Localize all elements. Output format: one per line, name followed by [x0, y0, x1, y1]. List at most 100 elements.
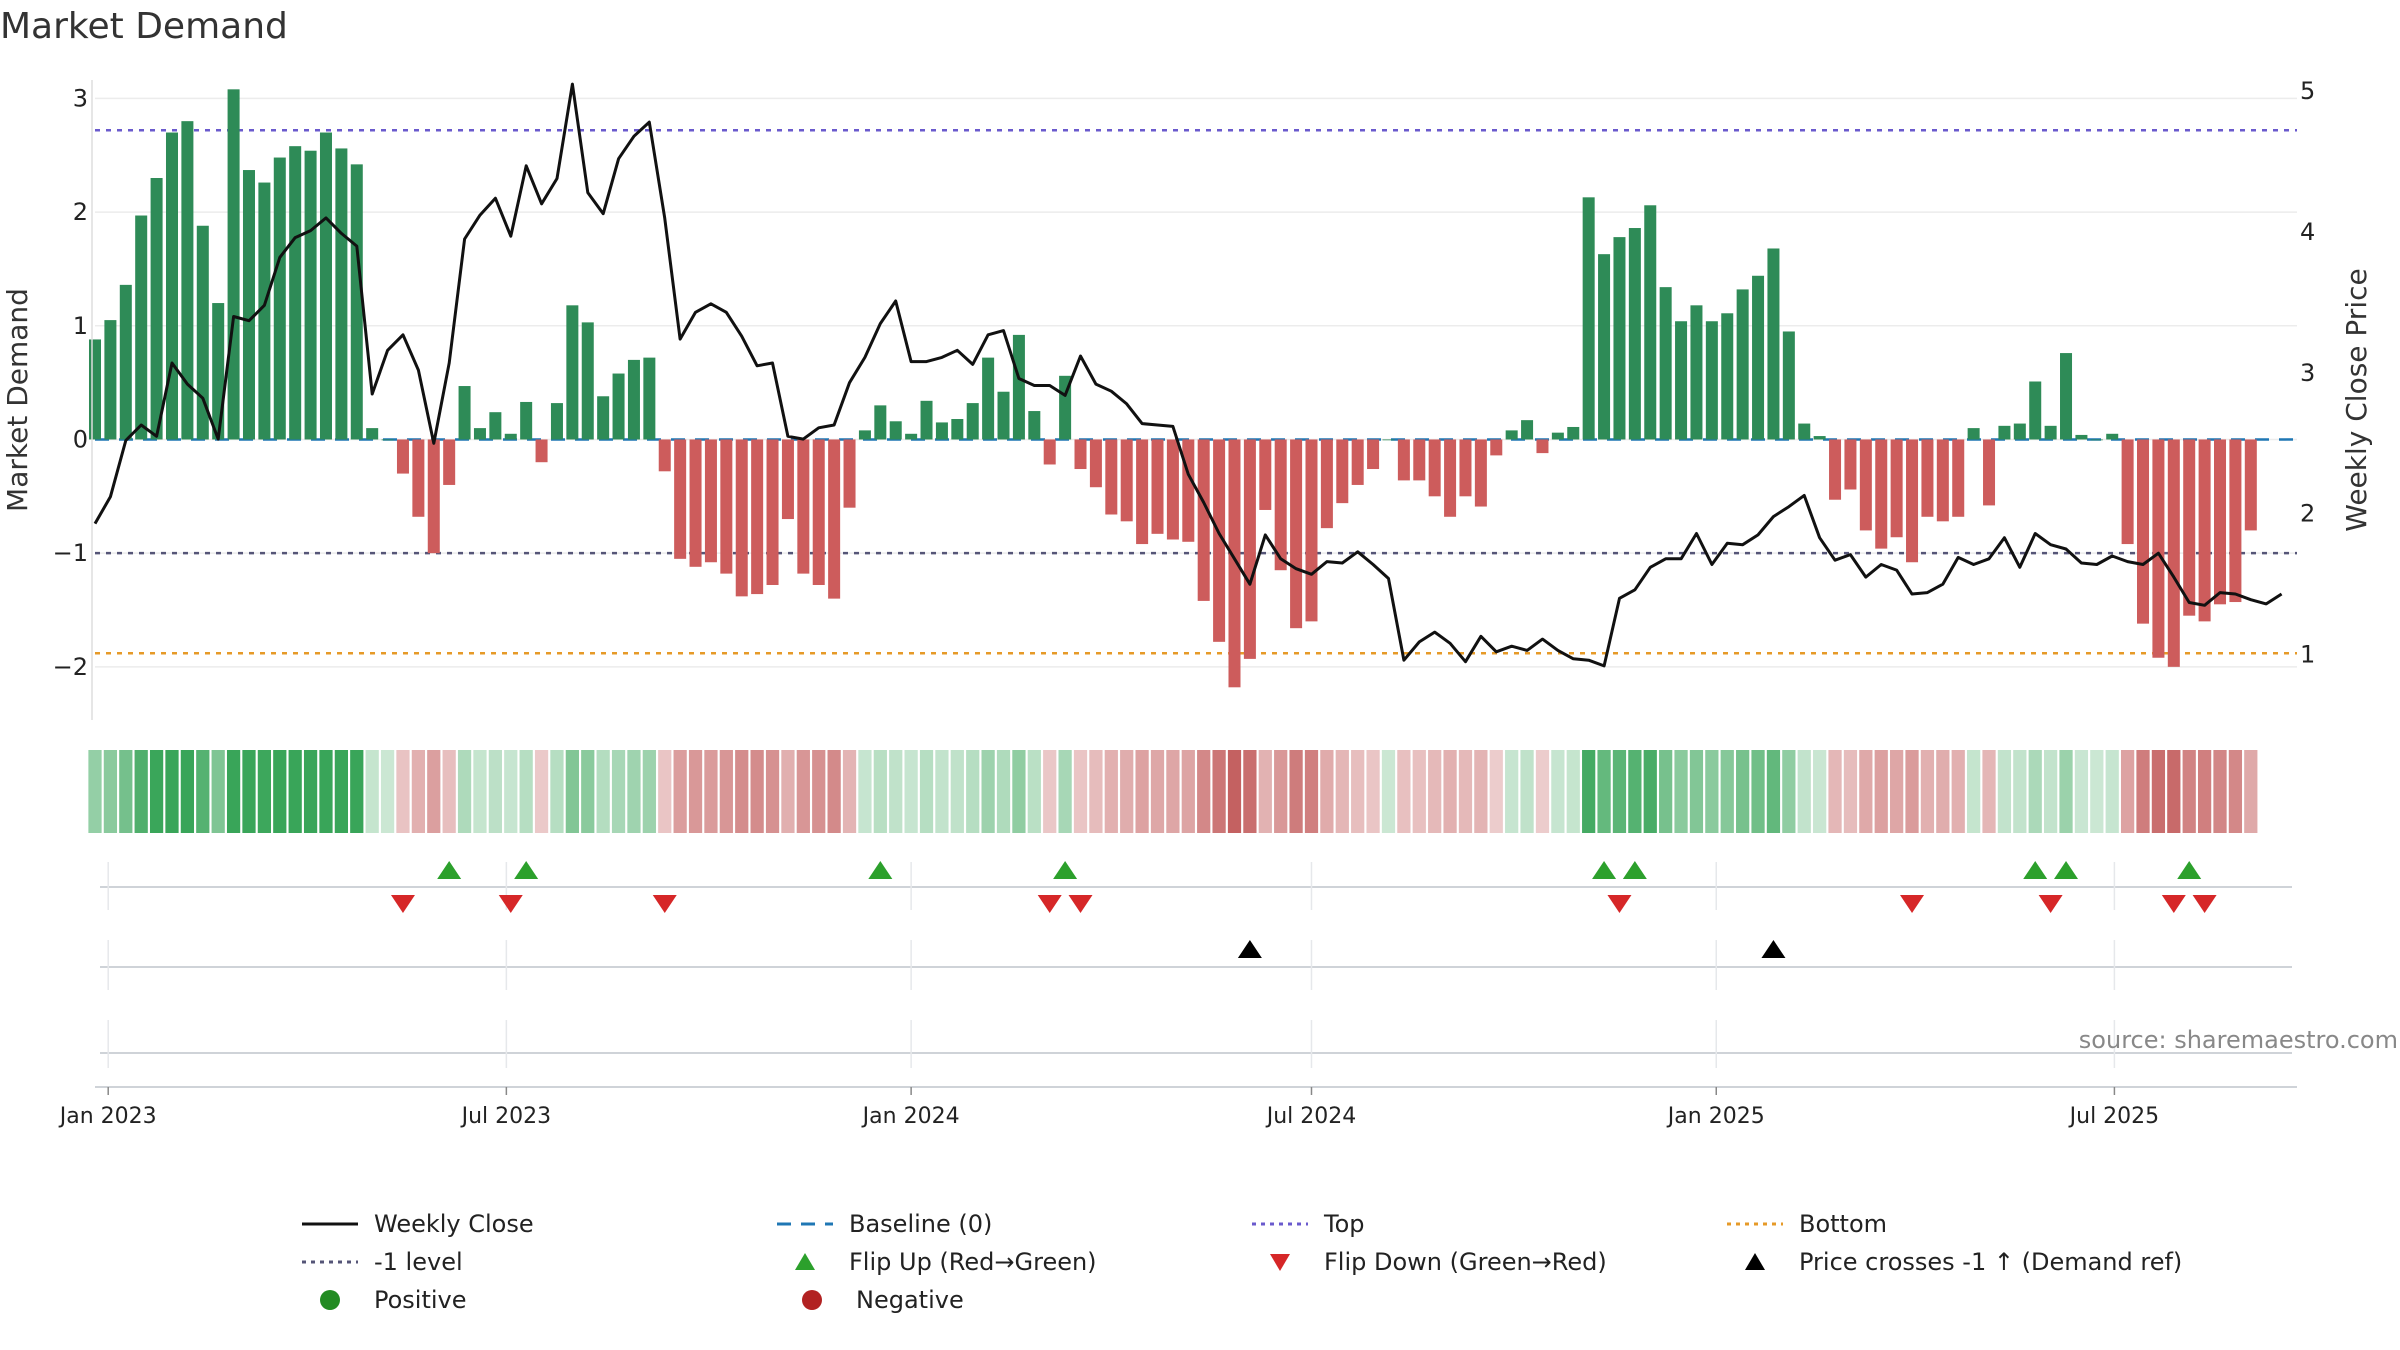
demand-bar — [1798, 423, 1811, 440]
demand-bar — [150, 178, 163, 440]
demand-bar — [1490, 439, 1503, 456]
demand-bar — [674, 439, 687, 559]
demand-bar — [1983, 439, 1996, 506]
heat-cell — [1628, 750, 1642, 833]
flip-down-marker — [2161, 895, 2186, 913]
heat-cell — [1320, 750, 1334, 833]
heat-cell — [1489, 750, 1503, 833]
heat-cell — [1997, 750, 2012, 833]
demand-bar — [1582, 197, 1595, 440]
flip-down-marker — [1037, 895, 1062, 913]
demand-bar — [1859, 439, 1872, 531]
heat-cell — [1120, 750, 1134, 833]
demand-bar — [1197, 439, 1210, 601]
demand-bar — [2106, 433, 2119, 440]
demand-bar — [1459, 439, 1472, 497]
heat-cell — [1058, 750, 1072, 833]
demand-bar — [196, 225, 209, 440]
flip-down-marker — [1900, 895, 1925, 913]
heat-cell — [1982, 750, 1996, 833]
flip-down-marker — [1607, 895, 1632, 913]
demand-bar — [1505, 430, 1518, 440]
heat-cell — [781, 750, 795, 833]
heat-cell — [1150, 750, 1165, 833]
heat-cell — [1135, 750, 1149, 833]
signal-rows — [95, 861, 2297, 1088]
heat-cell — [827, 750, 841, 833]
demand-bar — [1028, 411, 1041, 440]
flip-up-marker — [1053, 861, 1078, 879]
heat-cell — [334, 750, 348, 833]
legend-item-weekly-close: Weekly Close — [300, 1210, 775, 1238]
heat-cell — [1351, 750, 1365, 833]
demand-bar — [520, 401, 533, 440]
heat-cell — [565, 750, 579, 833]
demand-bar — [2214, 439, 2227, 605]
demand-bar — [982, 357, 995, 440]
heat-cell — [1813, 750, 1827, 833]
heat-cell — [1304, 750, 1319, 833]
demand-bar — [812, 439, 825, 585]
heat-cell — [1274, 750, 1288, 833]
y2-tick-label: 5 — [2300, 77, 2315, 105]
y-tick-label: 0 — [73, 425, 88, 453]
demand-bar — [1644, 205, 1657, 440]
demand-bar — [1752, 275, 1765, 440]
demand-bar — [1136, 439, 1149, 545]
demand-bar — [1998, 425, 2011, 440]
legend-item-price-cross: Price crosses -1 ↑ (Demand ref) — [1725, 1248, 2200, 1276]
heat-cell — [596, 750, 610, 833]
heat-cell — [1043, 750, 1057, 833]
heat-cell — [996, 750, 1011, 833]
heat-cell — [380, 750, 395, 833]
price-cross-icon — [1745, 1253, 1765, 1270]
heat-cell — [889, 750, 903, 833]
heat-cell — [1012, 750, 1026, 833]
demand-bar — [1813, 436, 1826, 440]
heat-cell — [842, 750, 857, 833]
heat-cell — [1535, 750, 1550, 833]
demand-bar — [1736, 289, 1749, 440]
heat-cell — [1027, 750, 1041, 833]
flip-down-icon — [1270, 1254, 1290, 1271]
heat-cell — [873, 750, 887, 833]
flip-down-marker — [1068, 895, 1093, 913]
heat-cell — [1751, 750, 1765, 833]
heat-cell — [1073, 750, 1088, 833]
demand-bar — [1305, 439, 1318, 622]
heat-cell — [2151, 750, 2166, 833]
demand-bar — [1690, 305, 1703, 440]
demand-bar — [2075, 434, 2088, 440]
heat-cell — [504, 750, 518, 833]
demand-bar — [905, 433, 918, 440]
demand-bar — [858, 430, 871, 440]
heat-cell — [211, 750, 225, 833]
heat-cell — [1443, 750, 1457, 833]
heat-cell — [88, 750, 102, 833]
y2-tick-label: 2 — [2300, 500, 2315, 528]
demand-bar — [212, 303, 225, 440]
demand-bar — [1967, 428, 1980, 440]
demand-bar — [997, 391, 1010, 440]
source-label: source: sharemaestro.com — [2079, 1026, 2398, 1054]
heat-cell — [2167, 750, 2181, 833]
heat-cell — [1597, 750, 1611, 833]
demand-bar — [2183, 439, 2196, 616]
demand-bar — [1351, 439, 1364, 485]
heat-cell — [1197, 750, 1211, 833]
heat-cell — [1582, 750, 1596, 833]
heat-cell — [2044, 750, 2058, 833]
heat-cell — [796, 750, 810, 833]
demand-bar — [2137, 439, 2150, 624]
demand-bar — [165, 132, 178, 440]
heat-cell — [534, 750, 549, 833]
demand-bar — [720, 439, 733, 574]
heat-cell — [2013, 750, 2027, 833]
demand-bar — [1367, 439, 1380, 470]
demand-bar — [1105, 439, 1118, 515]
demand-bar — [597, 396, 610, 440]
demand-bar — [366, 428, 379, 440]
flip-down-marker — [652, 895, 677, 913]
demand-bar — [828, 439, 841, 599]
heat-cell — [1474, 750, 1488, 833]
